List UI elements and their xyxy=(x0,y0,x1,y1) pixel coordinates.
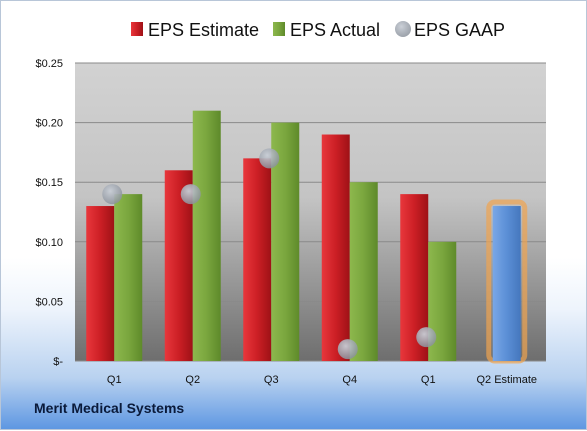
gray-circle-icon xyxy=(395,21,411,37)
bar-eps-estimate-next xyxy=(492,206,521,361)
y-tick-label: $- xyxy=(53,356,63,368)
y-tick-label: $0.15 xyxy=(35,177,63,189)
eps-gaap-point xyxy=(180,184,201,205)
red-square-icon xyxy=(131,22,143,36)
bar-eps-estimate xyxy=(243,158,272,361)
legend-label: EPS Actual xyxy=(290,20,380,40)
x-tick-label: Q1 xyxy=(107,374,122,386)
company-name: Merit Medical Systems xyxy=(34,400,185,416)
eps-gaap-point xyxy=(102,184,123,205)
y-tick-label: $0.20 xyxy=(35,118,63,130)
y-tick-label: $0.10 xyxy=(35,237,63,249)
bar-eps-estimate xyxy=(321,134,350,361)
legend-label: EPS Estimate xyxy=(148,20,259,40)
eps-gaap-point xyxy=(416,327,437,348)
y-tick-label: $0.25 xyxy=(35,58,63,70)
bar-eps-actual xyxy=(349,182,378,361)
x-tick-label: Q2 Estimate xyxy=(476,374,537,386)
eps-gaap-point xyxy=(259,148,280,169)
x-tick-label: Q4 xyxy=(342,374,357,386)
bar-eps-estimate xyxy=(86,206,115,361)
x-tick-label: Q3 xyxy=(264,374,279,386)
y-tick-label: $0.05 xyxy=(35,296,63,308)
green-square-icon xyxy=(273,22,285,36)
legend-label: EPS GAAP xyxy=(414,20,505,40)
x-tick-label: Q1 xyxy=(421,374,436,386)
plot-area xyxy=(75,63,546,361)
bar-eps-actual xyxy=(114,194,143,361)
bar-eps-actual xyxy=(192,110,221,362)
eps-gaap-point xyxy=(337,339,358,360)
x-tick-label: Q2 xyxy=(185,374,200,386)
